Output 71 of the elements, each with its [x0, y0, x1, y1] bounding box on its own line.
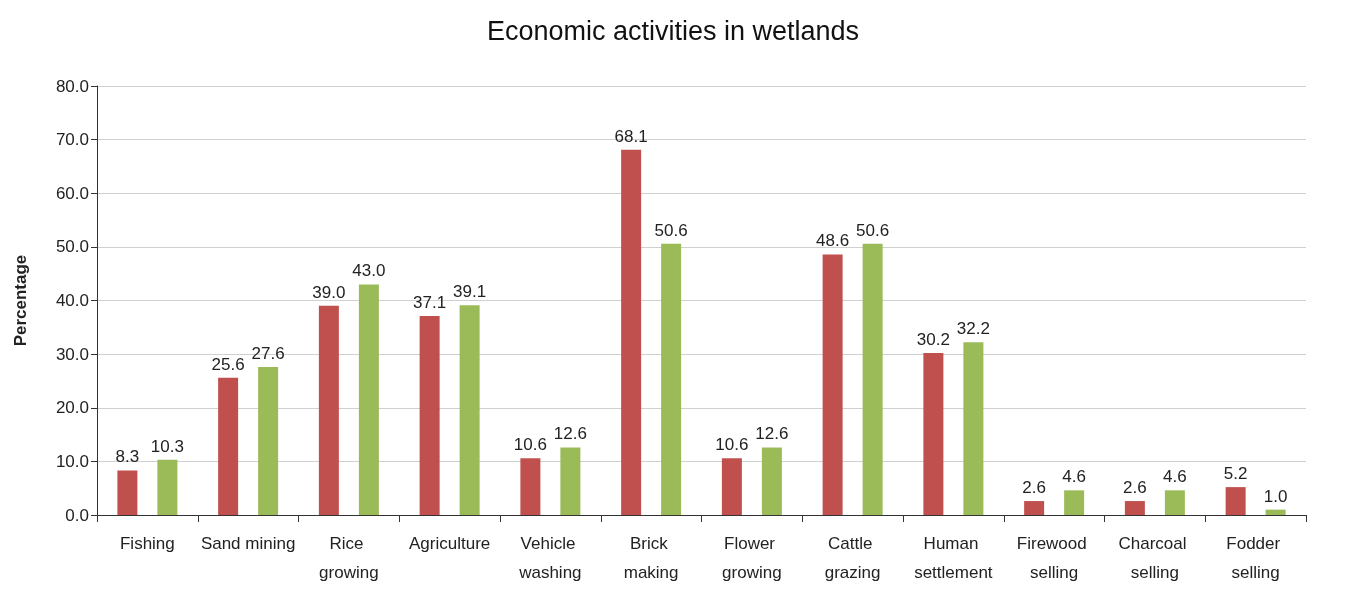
x-tick-label: Rice growing [319, 534, 379, 582]
bar [1124, 501, 1145, 515]
data-label: 12.6 [755, 424, 789, 444]
bar [923, 353, 944, 515]
data-label: 32.2 [956, 319, 990, 339]
bar [318, 305, 339, 515]
x-tick-label: Cattle grazing [824, 534, 881, 582]
y-tick-label: 50.0 [55, 237, 89, 257]
bar [560, 447, 581, 515]
x-tick-label: Brick making [623, 534, 679, 582]
bar [218, 377, 239, 515]
bar [822, 254, 843, 515]
y-tick-label: 70.0 [55, 130, 89, 150]
y-tick-label: 60.0 [55, 183, 89, 203]
bar [419, 316, 440, 515]
y-tick-label: 0.0 [65, 505, 89, 525]
data-label: 25.6 [211, 354, 245, 374]
bar [761, 447, 782, 515]
data-label: 48.6 [816, 231, 850, 251]
bar [963, 342, 984, 515]
data-label: 30.2 [916, 330, 950, 350]
data-label: 37.1 [413, 293, 447, 313]
data-label: 39.1 [453, 282, 487, 302]
x-tick-label: Vehicle washing [518, 534, 582, 582]
bar [358, 284, 379, 515]
bar [621, 149, 642, 515]
bar [1164, 490, 1185, 515]
x-tick-label: Human settlement [914, 534, 993, 582]
data-label: 10.6 [715, 435, 749, 455]
data-label: 4.6 [1062, 467, 1086, 487]
y-tick-label: 30.0 [55, 344, 89, 364]
x-tick-label: Fodder selling [1226, 534, 1285, 582]
x-tick-label: Charcoal selling [1118, 534, 1192, 582]
bar [661, 243, 682, 515]
data-label: 68.1 [614, 126, 648, 146]
chart-title: Economic activities in wetlands [486, 15, 860, 46]
data-label: 50.6 [654, 220, 688, 240]
bar [1064, 490, 1085, 515]
x-tick-label: Sand mining [200, 534, 296, 553]
y-tick-label: 10.0 [55, 451, 89, 471]
data-label: 1.0 [1263, 486, 1288, 506]
y-axis-title: Percentage [11, 254, 30, 347]
bar [1225, 487, 1246, 515]
bar [520, 458, 541, 515]
x-tick-label: Fishing [119, 534, 175, 553]
data-label: 39.0 [312, 282, 346, 302]
data-label: 5.2 [1223, 464, 1248, 484]
data-label: 12.6 [553, 424, 587, 444]
bar [721, 458, 742, 515]
data-label: 8.3 [115, 447, 140, 467]
data-label: 4.6 [1163, 467, 1187, 487]
data-label: 2.6 [1123, 478, 1147, 498]
x-tick-label: Agriculture [408, 534, 491, 553]
bar [862, 243, 883, 515]
x-tick-label: Flower growing [722, 534, 782, 582]
data-label: 10.3 [150, 436, 184, 456]
bar [117, 470, 138, 515]
bar [157, 459, 178, 515]
bar [1265, 509, 1286, 515]
data-label: 43.0 [352, 261, 386, 281]
bar [258, 367, 279, 515]
y-tick-label: 20.0 [55, 398, 89, 418]
data-label: 50.6 [856, 220, 890, 240]
y-tick-label: 80.0 [55, 76, 89, 96]
y-tick-label: 40.0 [55, 291, 89, 310]
data-label: 27.6 [251, 343, 285, 363]
bar [459, 305, 480, 515]
bar [1024, 501, 1045, 515]
x-tick-label: Firewood selling [1016, 534, 1092, 582]
data-label: 2.6 [1022, 478, 1046, 498]
data-label: 10.6 [513, 435, 547, 455]
